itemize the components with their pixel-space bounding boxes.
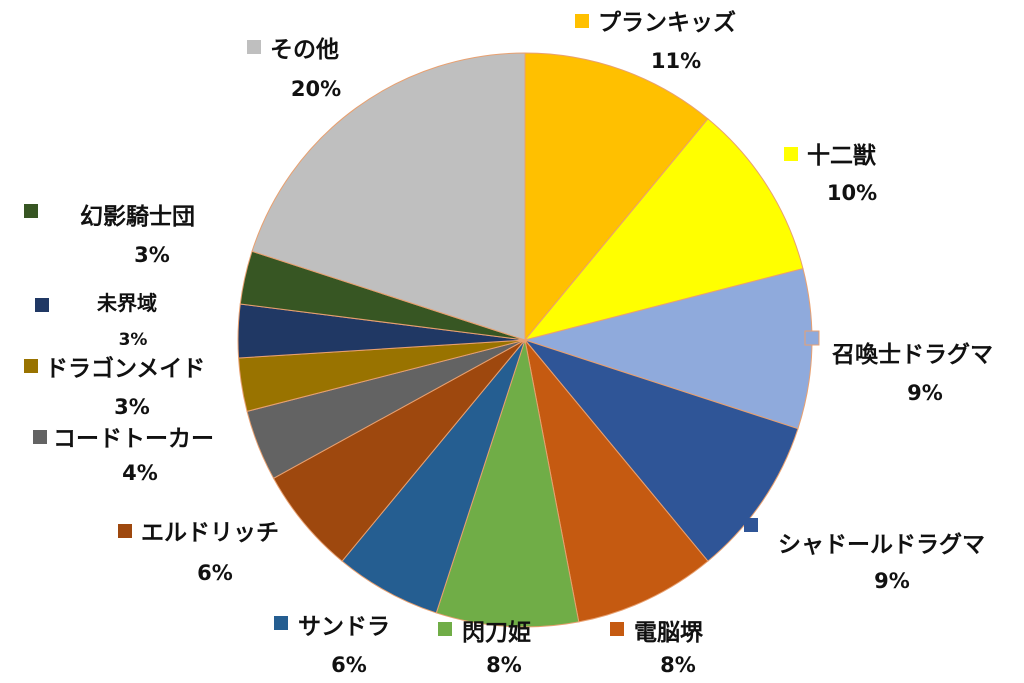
slice-label-5: 閃刀姫	[462, 619, 531, 646]
slice-percent-10: 3%	[119, 330, 148, 350]
pie-slices	[237, 52, 813, 628]
pie-slice-4	[524, 339, 709, 623]
slice-percent-12: 20%	[291, 77, 341, 101]
slice-percent-0: 11%	[651, 49, 701, 73]
slice-percent-5: 8%	[486, 653, 522, 677]
legend-marker-7	[118, 524, 132, 538]
slice-percent-4: 8%	[660, 653, 696, 677]
pie-slice-5	[435, 339, 580, 628]
slice-label-6: サンドラ	[298, 614, 390, 640]
data-label-12: その他 20%	[247, 37, 341, 101]
slice-label-11: 幻影騎士団	[80, 204, 195, 230]
data-label-1: 十二獣 10%	[784, 142, 877, 205]
legend-marker-6	[274, 616, 288, 630]
slice-label-9: ドラゴンメイド	[45, 355, 205, 382]
slice-label-8: コードトーカー	[53, 426, 214, 452]
legend-marker-0	[575, 14, 589, 28]
slice-label-10: 未界域	[97, 291, 157, 315]
legend-marker-8	[33, 430, 47, 444]
data-label-10: 未界域 3%	[35, 291, 157, 350]
legend-marker-9	[24, 359, 38, 373]
data-label-7: エルドリッチ 6%	[118, 520, 279, 585]
slice-percent-11: 3%	[134, 243, 170, 267]
legend-marker-12	[247, 40, 261, 54]
pie-slice-12	[251, 52, 526, 341]
slice-label-1: 十二獣	[807, 142, 877, 169]
data-label-4: 電脳堺 8%	[610, 620, 704, 677]
slice-label-4: 電脳堺	[634, 620, 704, 646]
slice-percent-3: 9%	[874, 569, 910, 593]
legend-marker-10	[35, 298, 49, 312]
slice-percent-1: 10%	[827, 181, 877, 205]
data-label-0: プランキッズ 11%	[575, 9, 736, 73]
legend-marker-4	[610, 622, 624, 636]
legend-marker-11	[24, 204, 38, 218]
slice-label-3: シャドールドラグマ	[778, 531, 985, 558]
data-label-2: 召喚士ドラグマ 9%	[804, 330, 993, 405]
legend-marker-3	[744, 518, 758, 532]
data-label-5: 閃刀姫 8%	[438, 619, 531, 677]
slice-label-0: プランキッズ	[598, 9, 736, 36]
slice-label-2: 召喚士ドラグマ	[831, 341, 993, 368]
legend-marker-5	[438, 622, 452, 636]
pie-labels: プランキッズ 11% 十二獣 10% 召喚士ドラグマ 9% シャドールドラグマ 9% 電脳堺 8%…	[24, 9, 993, 677]
slice-label-12: その他	[270, 37, 339, 63]
slice-percent-9: 3%	[114, 395, 150, 419]
pie-slice-3	[523, 338, 799, 562]
pie-slice-2	[523, 268, 813, 430]
pie-slice-0	[524, 52, 709, 342]
slice-percent-8: 4%	[122, 461, 158, 485]
data-label-8: コードトーカー 4%	[33, 426, 214, 485]
pie-slice-1	[523, 118, 804, 341]
slice-percent-7: 6%	[197, 561, 233, 585]
legend-marker-1	[784, 147, 798, 161]
data-label-3: シャドールドラグマ 9%	[744, 518, 985, 593]
data-label-6: サンドラ 6%	[274, 614, 390, 677]
slice-percent-2: 9%	[907, 381, 943, 405]
legend-marker-2	[804, 330, 820, 346]
slice-percent-6: 6%	[331, 653, 367, 677]
data-label-11: 幻影騎士団 3%	[24, 204, 195, 267]
data-label-9: ドラゴンメイド 3%	[24, 355, 205, 419]
slice-label-7: エルドリッチ	[141, 520, 279, 546]
